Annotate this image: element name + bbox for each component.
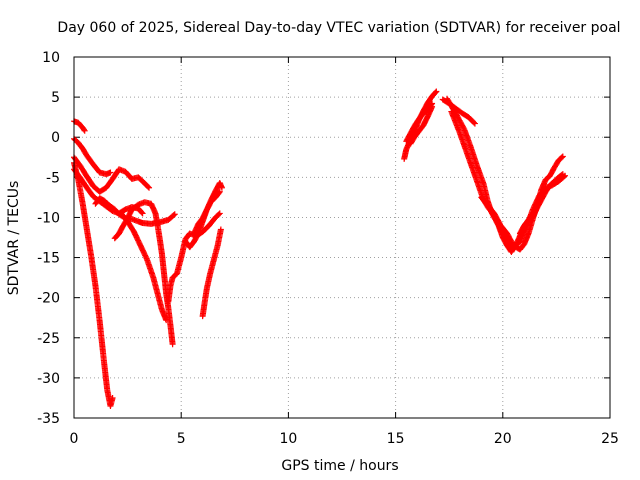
series-track-11 bbox=[191, 188, 223, 237]
y-axis-label: SDTVAR / TECUs bbox=[6, 181, 22, 296]
data-point bbox=[146, 184, 153, 191]
data-point bbox=[109, 394, 116, 401]
x-tick-label: 25 bbox=[601, 431, 619, 447]
series-track-7 bbox=[111, 199, 176, 348]
data-point bbox=[81, 126, 88, 133]
x-axis-label: GPS time / hours bbox=[281, 458, 398, 474]
series-track-8 bbox=[118, 210, 170, 324]
data-markers bbox=[71, 88, 568, 409]
data-point bbox=[138, 209, 145, 216]
y-tick-label: -35 bbox=[37, 411, 60, 427]
data-point bbox=[169, 341, 176, 348]
data-point bbox=[559, 171, 566, 178]
y-tick-label: -25 bbox=[37, 331, 60, 347]
y-tick-label: -15 bbox=[37, 251, 60, 267]
grid bbox=[74, 57, 610, 418]
data-point bbox=[558, 154, 565, 161]
data-point bbox=[216, 189, 223, 196]
y-tick-label: -30 bbox=[37, 371, 60, 387]
data-point bbox=[107, 169, 114, 176]
series-track-3 bbox=[71, 154, 153, 195]
data-point bbox=[170, 212, 177, 219]
data-point bbox=[171, 211, 178, 218]
data-point bbox=[81, 127, 88, 134]
data-point bbox=[432, 89, 439, 96]
data-point bbox=[559, 153, 566, 160]
series-track-12 bbox=[199, 226, 224, 320]
x-tick-label: 10 bbox=[279, 431, 297, 447]
data-point bbox=[216, 188, 223, 195]
y-tick-label: 0 bbox=[51, 130, 60, 146]
tick-labels: 0 5 10 15 20 25 10 5 0 -5 -10 -15 -20 -25 -30 -35 bbox=[37, 50, 619, 447]
data-point bbox=[218, 184, 225, 191]
data-point bbox=[163, 317, 170, 324]
data-point bbox=[433, 88, 440, 95]
y-tick-label: -10 bbox=[37, 210, 60, 226]
data-point bbox=[216, 210, 223, 217]
plot-frame bbox=[73, 56, 611, 419]
y-tick-label: 10 bbox=[42, 50, 60, 66]
series-track-4 bbox=[71, 159, 116, 409]
data-point bbox=[217, 226, 224, 233]
series-track-20 bbox=[516, 171, 566, 237]
data-point bbox=[145, 183, 152, 190]
x-tick-label: 5 bbox=[177, 431, 186, 447]
x-tick-label: 0 bbox=[70, 431, 79, 447]
y-tick-label: -20 bbox=[37, 291, 60, 307]
series-track-19 bbox=[478, 153, 566, 253]
x-tick-label: 15 bbox=[387, 431, 405, 447]
data-point bbox=[471, 119, 478, 126]
x-tick-label: 20 bbox=[494, 431, 512, 447]
series-track-2 bbox=[71, 135, 114, 178]
chart-title: Day 060 of 2025, Sidereal Day-to-day VTE… bbox=[57, 20, 620, 36]
y-tick-label: 5 bbox=[51, 90, 60, 106]
y-tick-label: -5 bbox=[46, 170, 60, 186]
series-track-14 bbox=[403, 100, 436, 145]
data-point bbox=[471, 120, 478, 127]
data-point bbox=[429, 103, 436, 110]
data-point bbox=[558, 171, 565, 178]
series-track-15 bbox=[407, 103, 436, 147]
data-point bbox=[215, 211, 222, 218]
data-point bbox=[139, 210, 146, 217]
